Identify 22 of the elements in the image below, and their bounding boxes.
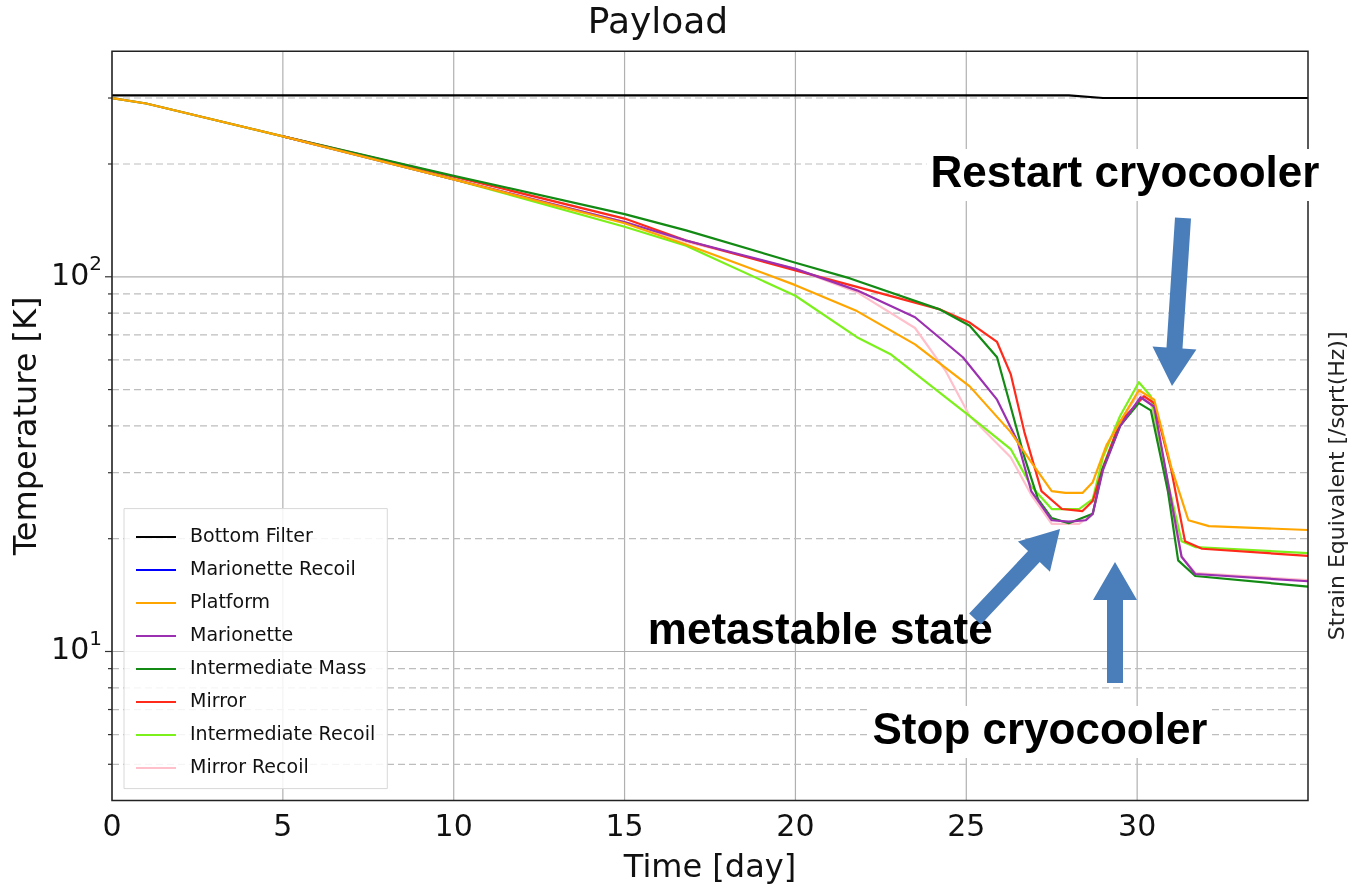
chart-title: Payload (587, 0, 729, 41)
annotation: Restart cryocooler (930, 147, 1320, 197)
x-axis-title: Time [day] (622, 847, 797, 886)
legend-label: Mirror Recoil (190, 755, 309, 778)
legend-label: Intermediate Mass (190, 656, 367, 679)
x-tick-label: 0 (102, 808, 122, 844)
legend-label: Marionette Recoil (190, 557, 356, 580)
y-axis-title: Temperature [K] (5, 296, 44, 557)
legend-label: Intermediate Recoil (190, 722, 376, 745)
legend-label: Marionette (190, 623, 294, 646)
x-tick-label: 10 (434, 808, 473, 844)
x-tick-label: 25 (947, 808, 986, 844)
x-tick-label: 30 (1118, 808, 1157, 844)
text: Strain Equivalent [/sqrt(Hz)] (1323, 331, 1349, 641)
legend-label: Mirror (190, 689, 247, 712)
legend-label: Bottom Filter (190, 524, 313, 547)
annotation: Stop cryocooler (872, 704, 1208, 754)
legend-label: Platform (190, 590, 271, 613)
x-tick-label: 20 (776, 808, 815, 844)
annotation: metastable state (647, 604, 993, 654)
x-tick-label: 15 (605, 808, 644, 844)
x-tick-label: 5 (273, 808, 293, 844)
